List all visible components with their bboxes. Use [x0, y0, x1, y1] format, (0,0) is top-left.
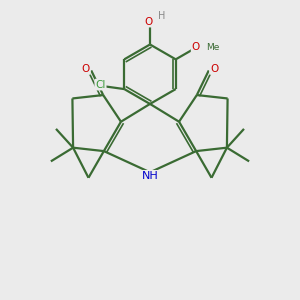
Text: H: H [158, 11, 166, 21]
Text: NH: NH [142, 171, 158, 181]
Text: O: O [82, 64, 90, 74]
Text: O: O [192, 42, 200, 52]
Text: O: O [210, 64, 218, 74]
Text: Cl: Cl [95, 80, 106, 90]
Text: Me: Me [206, 43, 220, 52]
Text: O: O [144, 16, 153, 27]
